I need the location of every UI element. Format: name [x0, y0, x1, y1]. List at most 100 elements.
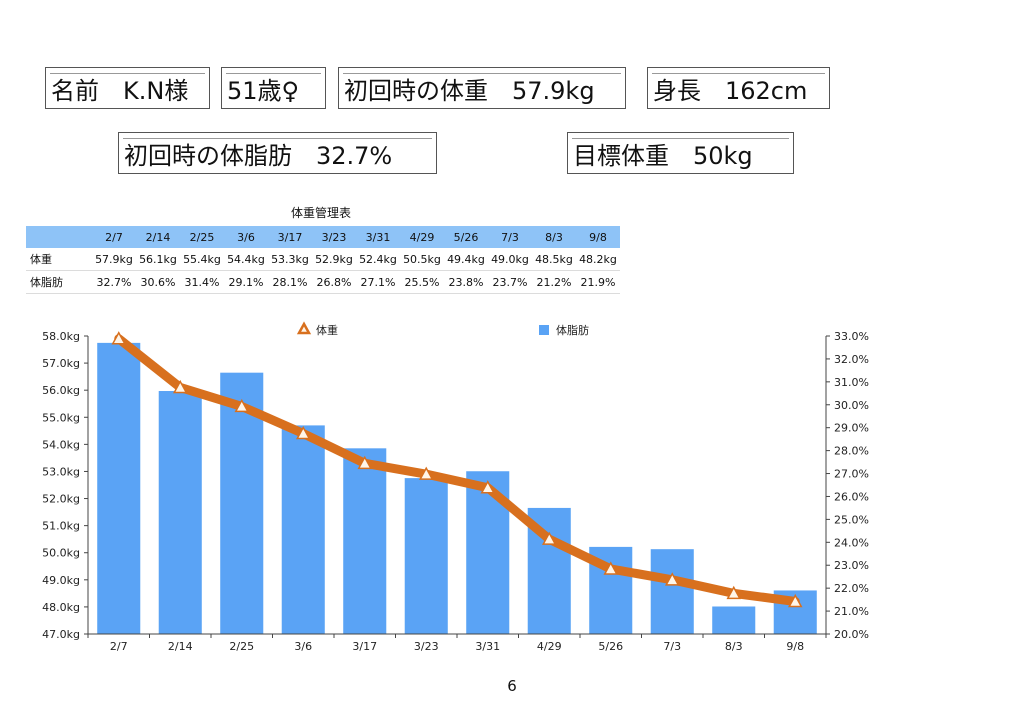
table-row-label: 体重 — [26, 248, 92, 271]
target-weight-box: 目標体重 50kg — [567, 132, 794, 174]
x-tick-label: 5/26 — [598, 640, 623, 653]
fat-bar — [158, 391, 202, 634]
left-tick-label: 49.0kg — [42, 574, 80, 587]
table-cell: 29.1% — [224, 270, 268, 294]
table-cell: 54.4kg — [224, 248, 268, 271]
age-sex-box: 51歳♀ — [221, 67, 326, 109]
height-box: 身長 162cm — [647, 67, 830, 109]
weight-point — [234, 398, 250, 413]
weight-point — [295, 425, 311, 440]
table-cell: 52.9kg — [312, 248, 356, 271]
table-cell: 23.8% — [444, 270, 488, 294]
left-tick-label: 53.0kg — [42, 465, 80, 478]
patient-name-box: 名前 K.N様 — [45, 67, 210, 109]
table-date-header: 5/26 — [444, 226, 488, 248]
table-cell: 28.1% — [268, 270, 312, 294]
left-tick-label: 52.0kg — [42, 493, 80, 506]
table-date-header: 8/3 — [532, 226, 576, 248]
table-header-row: 2/7 2/14 2/25 3/6 3/17 3/23 3/31 4/29 5/26 7/3 8/3… — [26, 226, 620, 248]
fat-bar — [404, 478, 448, 634]
left-tick-label: 50.0kg — [42, 547, 80, 560]
table-row: 体重 57.9kg 56.1kg 55.4kg 54.4kg 53.3kg 52.9kg 52… — [26, 248, 620, 271]
table-date-header: 3/17 — [268, 226, 312, 248]
weight-point — [787, 593, 803, 608]
x-tick-label: 3/17 — [352, 640, 377, 653]
weight-point — [357, 455, 373, 470]
right-tick-label: 21.0% — [834, 605, 869, 618]
weight-line — [114, 334, 800, 606]
right-tick-label: 31.0% — [834, 376, 869, 389]
weight-point — [603, 561, 619, 575]
weight-point — [172, 379, 188, 394]
right-tick-label: 25.0% — [834, 513, 869, 526]
table-cell: 23.7% — [488, 270, 532, 294]
table-row-label: 体脂肪 — [26, 270, 92, 294]
left-tick-label: 57.0kg — [42, 357, 80, 370]
table-date-header: 4/29 — [400, 226, 444, 248]
x-tick-label: 9/8 — [786, 640, 804, 653]
x-tick-label: 4/29 — [537, 640, 562, 653]
weight-point — [111, 331, 127, 345]
table-cell: 57.9kg — [92, 248, 136, 271]
table-cell: 50.5kg — [400, 248, 444, 271]
table-cell: 26.8% — [312, 270, 356, 294]
table-corner-cell — [26, 226, 92, 248]
x-tick-label: 7/3 — [663, 640, 681, 653]
table-cell: 49.0kg — [488, 248, 532, 271]
left-tick-label: 48.0kg — [42, 601, 80, 614]
left-tick-label: 51.0kg — [42, 520, 80, 533]
left-tick-label: 47.0kg — [42, 628, 80, 641]
table-cell: 25.5% — [400, 270, 444, 294]
table-date-header: 7/3 — [488, 226, 532, 248]
right-tick-label: 20.0% — [834, 628, 869, 641]
left-tick-label: 55.0kg — [42, 411, 80, 424]
table-cell: 53.3kg — [268, 248, 312, 271]
legend-bar-marker — [539, 325, 549, 335]
table-title: 体重管理表 — [290, 206, 351, 220]
table-cell: 55.4kg — [180, 248, 224, 271]
x-tick-label: 2/14 — [168, 640, 193, 653]
table-date-header: 3/23 — [312, 226, 356, 248]
fat-bar — [343, 448, 387, 634]
left-tick-label: 56.0kg — [42, 384, 80, 397]
x-tick-label: 2/25 — [229, 640, 254, 653]
table-cell: 56.1kg — [136, 248, 180, 271]
x-tick-label: 3/23 — [414, 640, 439, 653]
weight-point — [541, 531, 557, 545]
weight-point — [664, 572, 680, 586]
table-cell: 21.2% — [532, 270, 576, 294]
right-tick-label: 26.0% — [834, 490, 869, 503]
table-cell: 27.1% — [356, 270, 400, 294]
right-tick-label: 23.0% — [834, 559, 869, 572]
legend-weight-label: 体重 — [316, 323, 338, 337]
fat-bar — [97, 342, 141, 634]
table-cell: 32.7% — [92, 270, 136, 294]
right-tick-label: 33.0% — [834, 330, 869, 343]
table-cell: 52.4kg — [356, 248, 400, 271]
x-tick-label: 8/3 — [725, 640, 743, 653]
table-row: 体脂肪 32.7% 30.6% 31.4% 29.1% 28.1% 26.8% 27.1% 25… — [26, 270, 620, 294]
legend-fat-label: 体脂肪 — [556, 323, 589, 337]
right-tick-label: 24.0% — [834, 536, 869, 549]
x-tick-label: 3/6 — [294, 640, 312, 653]
table-date-header: 9/8 — [576, 226, 620, 248]
table-cell: 48.5kg — [532, 248, 576, 271]
right-tick-label: 32.0% — [834, 353, 869, 366]
initial-weight-box: 初回時の体重 57.9kg — [338, 67, 626, 109]
table-cell: 48.2kg — [576, 248, 620, 271]
page-number: 6 — [507, 677, 517, 695]
table-date-header: 2/14 — [136, 226, 180, 248]
legend-line-marker — [296, 321, 312, 335]
right-tick-label: 28.0% — [834, 445, 869, 458]
weight-fat-chart: 47.0kg 48.0kg 49.0kg 50.0kg 51.0kg 52.0kg 53.0… — [42, 321, 869, 653]
table-cell: 49.4kg — [444, 248, 488, 271]
table-date-header: 3/6 — [224, 226, 268, 248]
x-tick-label: 2/7 — [110, 640, 128, 653]
weight-point — [418, 466, 434, 480]
initial-fat-box: 初回時の体脂肪 32.7% — [118, 132, 437, 174]
fat-bar — [650, 549, 694, 634]
table-cell: 31.4% — [180, 270, 224, 294]
fat-bar — [281, 425, 325, 634]
table-date-header: 2/25 — [180, 226, 224, 248]
table-date-header: 2/7 — [92, 226, 136, 248]
